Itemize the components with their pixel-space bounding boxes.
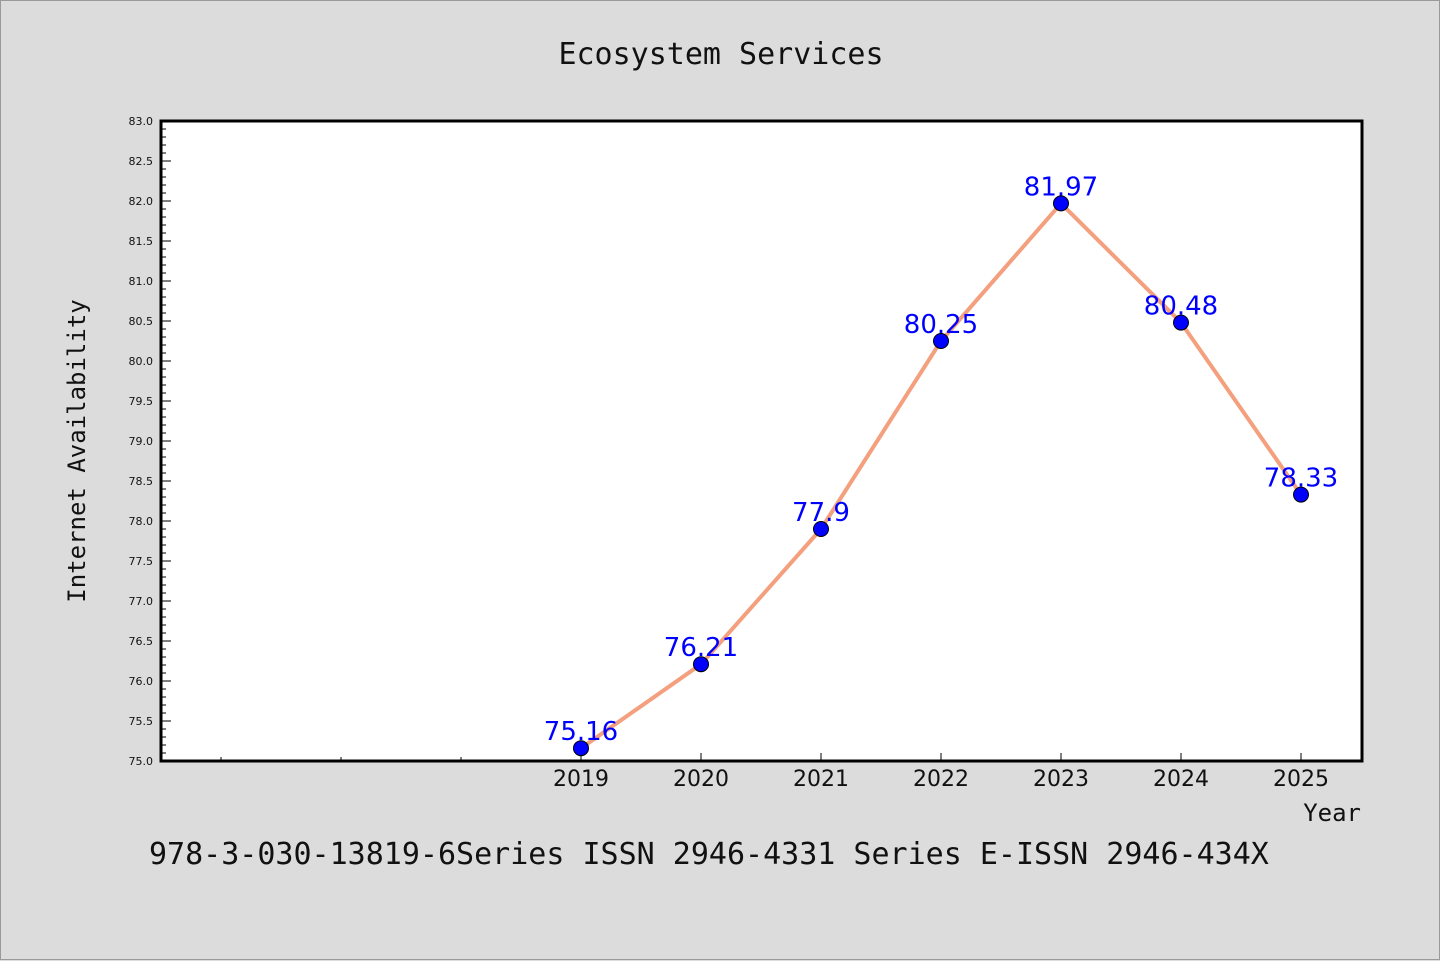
x-tick-label: 2020: [673, 767, 729, 792]
y-tick-label: 77.5: [129, 555, 154, 568]
y-tick-label: 75.0: [129, 755, 154, 768]
x-tick-label: 2019: [553, 767, 609, 792]
series-group: [573, 195, 1309, 757]
data-label: 75.16: [544, 717, 618, 747]
y-tick-label: 76.0: [129, 675, 154, 688]
y-tick-label: 82.5: [129, 155, 154, 168]
data-point: [1173, 314, 1189, 331]
plot-area: [159, 119, 1364, 763]
footer-isbn-text: 978-3-030-13819-6Series ISSN 2946-4331 S…: [149, 837, 1269, 872]
chart-title: Ecosystem Services: [558, 37, 883, 72]
y-tick-label: 81.0: [129, 275, 154, 288]
data-point: [813, 521, 829, 537]
x-tick-label: 2023: [1033, 767, 1089, 792]
y-tick-label: 77.0: [129, 595, 154, 608]
x-axis: 2019 2020 2021 2022 2023 2024 2025: [220, 753, 1329, 792]
data-label: 81.97: [1024, 172, 1098, 202]
y-tick-label: 78.0: [129, 515, 154, 528]
y-tick-label: 83.0: [129, 115, 154, 128]
y-tick-label: 75.5: [129, 715, 154, 728]
data-label: 76.21: [664, 633, 738, 663]
data-point: [693, 656, 709, 673]
y-tick-label: 81.5: [129, 235, 154, 248]
data-label: 78.33: [1264, 464, 1338, 494]
data-point: [1293, 486, 1309, 503]
data-labels: 75.16 76.21 77.9 80.25 81.97 80.48 78.33: [544, 172, 1338, 747]
y-tick-label: 82.0: [129, 195, 154, 208]
x-axis-label: Year: [1303, 799, 1361, 827]
y-tick-label: 80.0: [129, 355, 154, 368]
x-tick-label: 2021: [793, 767, 849, 792]
y-tick-label: 76.5: [129, 635, 154, 648]
y-tick-label: 78.5: [129, 475, 154, 488]
x-tick-label: 2024: [1153, 767, 1209, 792]
y-axis-label: Internet Availability: [63, 299, 91, 602]
y-tick-label: 80.5: [129, 315, 154, 328]
data-point: [933, 333, 949, 349]
y-tick-label: 79.5: [129, 395, 154, 408]
data-point: [1053, 195, 1069, 212]
x-tick-label: 2022: [913, 767, 969, 792]
data-point: [573, 740, 589, 757]
data-label: 77.9: [792, 498, 850, 528]
y-tick-label: 79.0: [129, 435, 154, 448]
y-axis: 75.0 75.5 76.0 76.5 77.0 77.5 78.0 78.5 79.0 79.5…: [129, 115, 171, 768]
data-label: 80.25: [904, 310, 978, 340]
data-label: 80.48: [1144, 292, 1218, 322]
x-tick-label: 2025: [1273, 767, 1329, 792]
